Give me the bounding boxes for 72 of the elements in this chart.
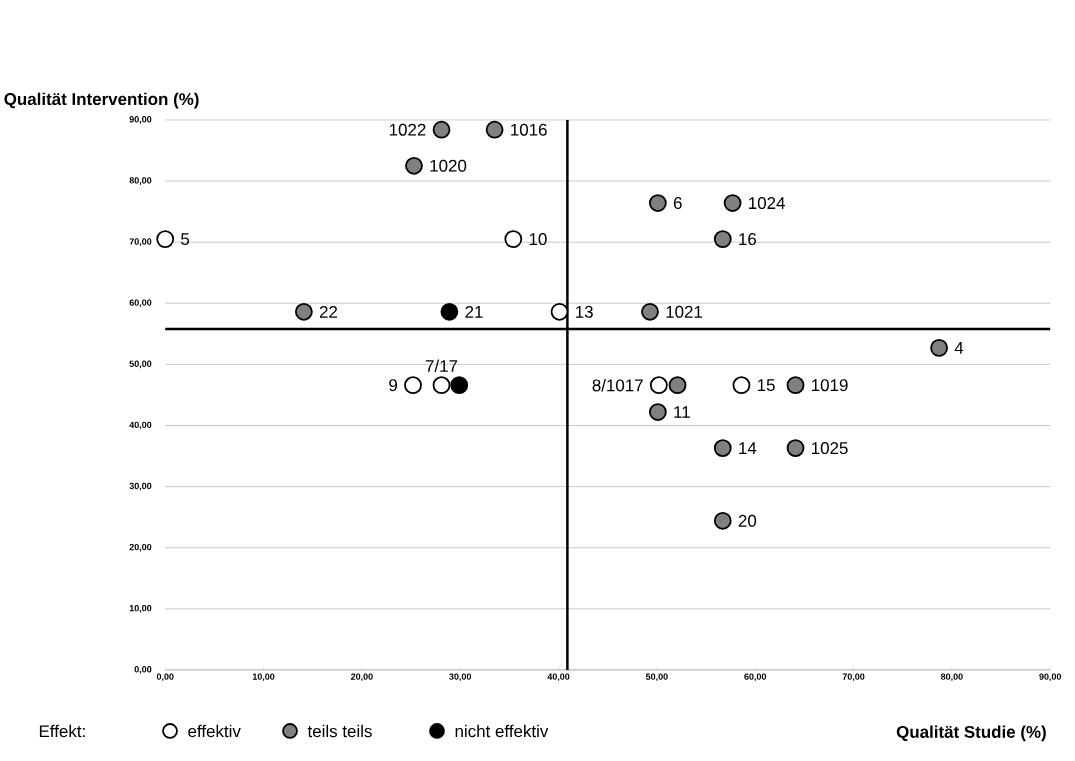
x-tick-label: 10,00: [252, 673, 275, 682]
point: [723, 194, 742, 212]
point: [648, 194, 667, 212]
annotation: 1019: [812, 379, 848, 392]
annotation: 11: [674, 406, 690, 418]
annotation: 1024: [749, 197, 785, 210]
annotation: 1022: [389, 123, 426, 136]
point: [485, 120, 504, 139]
y-tick-label: 90,00: [129, 116, 152, 124]
annotation: 1016: [511, 123, 547, 136]
point: [641, 302, 659, 321]
x-tick-label: 40,00: [547, 673, 570, 682]
y-tick-label: 50,00: [129, 360, 152, 369]
y-tick-label: 20,00: [129, 543, 152, 552]
x-tick-label: 20,00: [350, 673, 373, 682]
legend-title: Effekt:: [39, 724, 85, 738]
x-axis-title: Qualität Studie (%): [896, 725, 1046, 742]
point: [713, 230, 732, 249]
x-tick-label: 30,00: [449, 673, 472, 682]
annotation: 20: [738, 514, 757, 527]
y-tick-label: 70,00: [129, 238, 152, 246]
annotation: 16: [739, 233, 757, 246]
annotation: 21: [465, 305, 483, 318]
y-axis-title: Qualität Intervention (%): [4, 92, 199, 109]
annotation: 6: [673, 197, 682, 210]
point: [432, 376, 451, 395]
y-tick-label: 0,00: [134, 666, 152, 674]
y-tick-label: 30,00: [129, 482, 152, 491]
legend-label: nicht effektiv: [455, 724, 549, 738]
legend-label: effektiv: [188, 724, 241, 738]
point: [440, 302, 459, 321]
annotation: 5: [181, 233, 190, 246]
y-tick-label: 40,00: [129, 421, 152, 430]
annotation: 1021: [666, 305, 703, 318]
annotation: 15: [757, 379, 775, 392]
point: [930, 338, 948, 357]
annotation: 10: [529, 233, 547, 246]
point: [668, 376, 687, 395]
point: [713, 511, 732, 530]
y-tick-label: 10,00: [129, 604, 152, 613]
point: [432, 120, 451, 139]
annotation: 8/1017: [592, 378, 643, 392]
annotation: 14: [739, 442, 757, 454]
point: [732, 376, 751, 395]
x-tick-label: 70,00: [842, 673, 865, 682]
x-tick-label: 0,00: [156, 673, 174, 682]
point: [649, 376, 668, 395]
x-tick-label: 90,00: [1039, 673, 1062, 682]
y-tick-label: 60,00: [129, 299, 152, 308]
x-tick-label: 60,00: [744, 673, 767, 682]
annotation: 7/17: [425, 359, 458, 372]
annotation: 4: [954, 342, 964, 354]
point: [713, 439, 732, 457]
annotation: 9: [389, 379, 398, 392]
point: [404, 376, 422, 395]
point: [156, 230, 175, 249]
annotation: 1020: [430, 159, 467, 172]
point: [504, 230, 523, 249]
annotation: 22: [319, 305, 338, 318]
x-tick-label: 80,00: [940, 673, 963, 682]
point: [405, 156, 423, 175]
annotation: 1025: [812, 442, 848, 455]
point: [648, 403, 667, 421]
legend-label: teils teils: [307, 724, 372, 738]
annotation: 13: [576, 305, 593, 318]
point: [550, 302, 569, 321]
y-tick-label: 80,00: [129, 177, 152, 185]
point: [786, 439, 805, 457]
point: [786, 376, 805, 395]
point: [450, 376, 469, 395]
point: [294, 302, 313, 321]
x-tick-label: 50,00: [645, 673, 668, 682]
